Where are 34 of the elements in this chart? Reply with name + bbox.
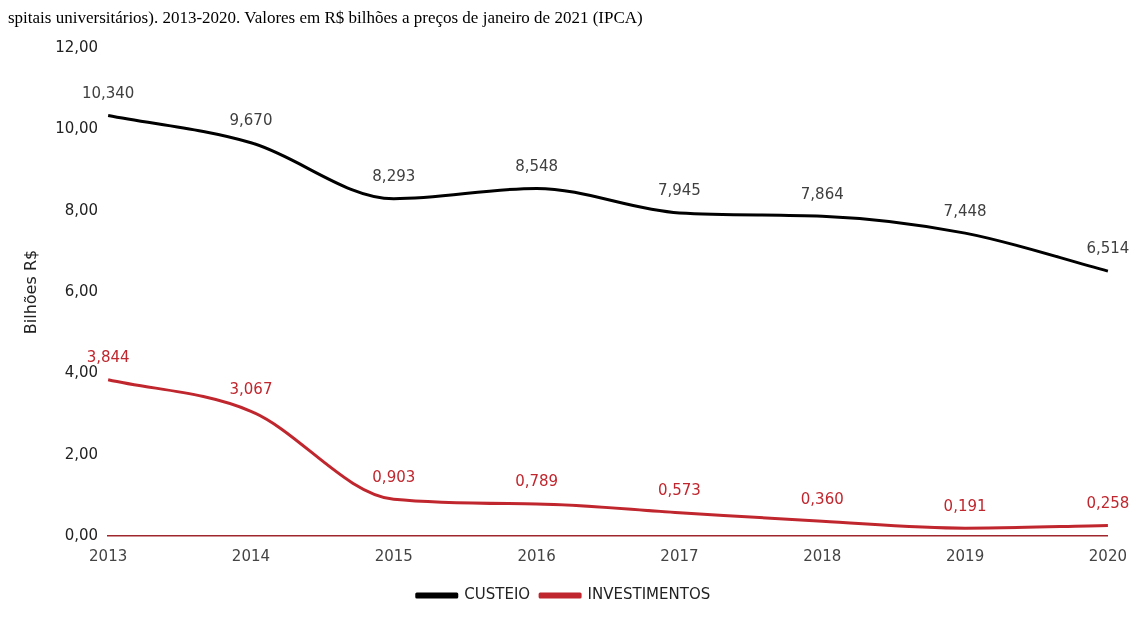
data-label: 7,448 (943, 201, 987, 220)
y-tick-label: 2,00 (64, 444, 99, 463)
data-label: 9,670 (229, 111, 273, 130)
data-label: 3,067 (229, 379, 273, 398)
data-label: 0,191 (943, 496, 987, 515)
legend-label: CUSTEIO (464, 585, 531, 604)
y-tick-label: 8,00 (64, 200, 99, 219)
data-label: 7,864 (800, 184, 844, 203)
x-tick-label: 2017 (660, 546, 699, 565)
y-tick-label: 12,00 (55, 37, 99, 56)
x-tick-label: 2018 (803, 546, 842, 565)
data-label: 0,789 (515, 472, 559, 491)
data-label: 6,514 (1086, 239, 1130, 258)
data-label: 0,258 (1086, 493, 1130, 512)
y-tick-label: 6,00 (64, 281, 99, 300)
chart-title: spitais universitários). 2013-2020. Valores em R$ bilhões a preços de janeiro de 2021 (IPCA) (8, 8, 644, 28)
x-tick-label: 2013 (89, 546, 128, 565)
x-tick-label: 2020 (1088, 546, 1128, 565)
data-label: 8,548 (515, 156, 559, 175)
x-tick-label: 2016 (517, 546, 556, 565)
y-tick-label: 0,00 (64, 525, 99, 544)
x-tick-label: 2015 (374, 546, 413, 565)
data-label: 8,293 (372, 167, 416, 186)
data-label: 0,360 (800, 489, 844, 508)
data-label: 7,945 (657, 181, 701, 200)
y-tick-label: 10,00 (55, 119, 99, 138)
y-tick-label: 4,00 (64, 363, 99, 382)
x-tick-label: 2014 (231, 546, 271, 565)
data-label: 10,340 (81, 83, 135, 102)
data-label: 0,573 (657, 481, 701, 500)
legend-label: INVESTIMENTOS (587, 585, 711, 604)
data-label: 0,903 (372, 467, 416, 486)
x-tick-label: 2019 (945, 546, 985, 565)
y-axis-title: Bilhões R$ (20, 249, 40, 335)
